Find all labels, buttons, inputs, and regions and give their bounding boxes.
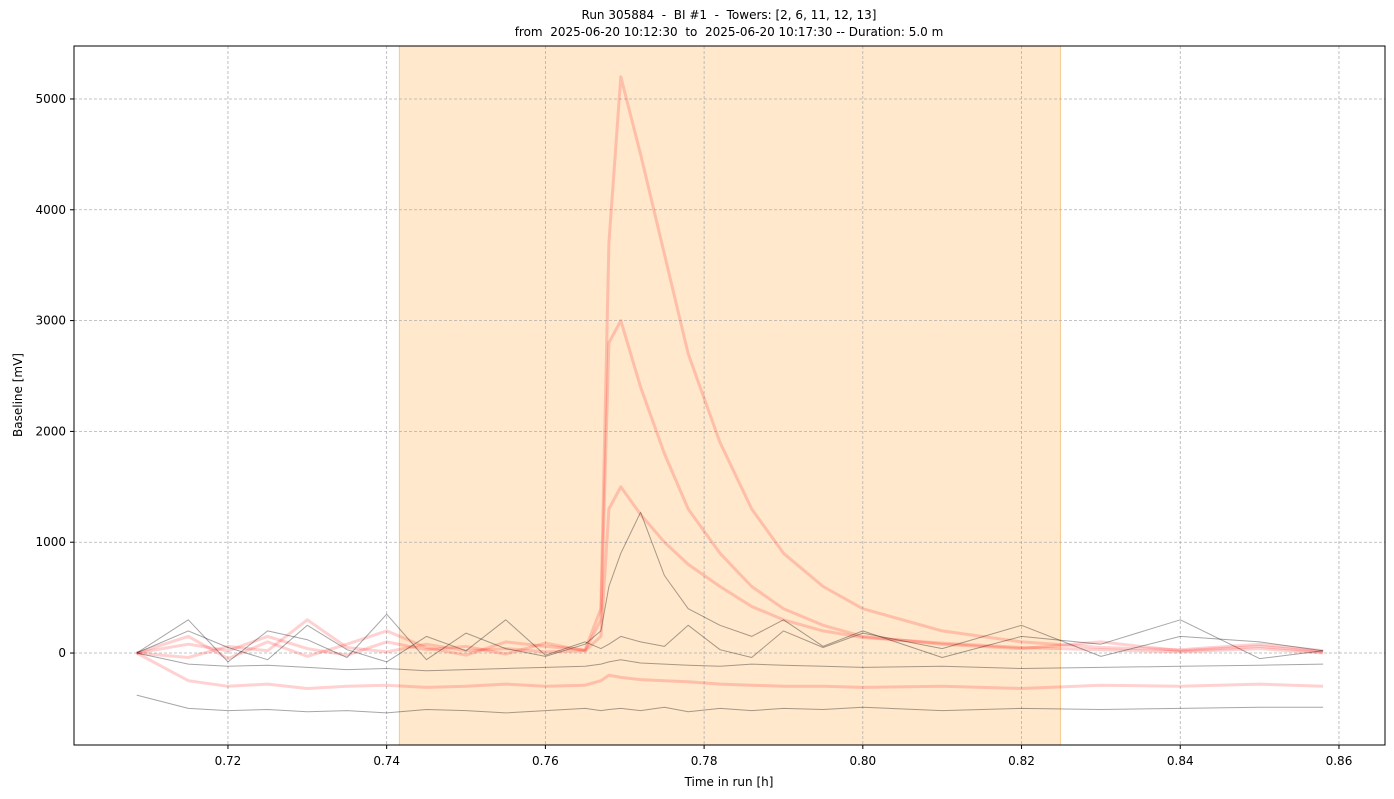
series-line xyxy=(136,652,1324,672)
x-tick-label: 0.76 xyxy=(532,754,559,768)
series-line xyxy=(136,694,1324,714)
series-line xyxy=(135,651,1324,690)
x-tick-label: 0.72 xyxy=(215,754,242,768)
series-line xyxy=(136,511,1324,663)
x-tick-label: 0.84 xyxy=(1167,754,1194,768)
y-tick-label: 4000 xyxy=(35,203,66,217)
chart-subtitle: from 2025-06-20 10:12:30 to 2025-06-20 1… xyxy=(515,25,944,39)
series-line xyxy=(136,619,1324,663)
x-tick-label: 0.74 xyxy=(373,754,400,768)
x-tick-label: 0.80 xyxy=(849,754,876,768)
x-tick-label: 0.78 xyxy=(691,754,718,768)
y-tick-label: 5000 xyxy=(35,92,66,106)
y-tick-label: 2000 xyxy=(35,424,66,438)
plot-frame xyxy=(73,45,1386,746)
x-tick-label: 0.82 xyxy=(1008,754,1035,768)
series-line xyxy=(136,319,1324,657)
y-axis-label: Baseline [mV] xyxy=(11,353,25,437)
highlight-span xyxy=(398,45,1061,746)
series-line xyxy=(136,485,1324,659)
y-tick-label: 0 xyxy=(58,646,66,660)
chart-title: Run 305884 - BI #1 - Towers: [2, 6, 11, … xyxy=(582,8,877,22)
series-line xyxy=(136,75,1324,661)
y-tick-label: 3000 xyxy=(35,314,66,328)
y-tick-label: 1000 xyxy=(35,535,66,549)
x-axis-label: Time in run [h] xyxy=(684,775,774,789)
x-tick-label: 0.86 xyxy=(1326,754,1353,768)
